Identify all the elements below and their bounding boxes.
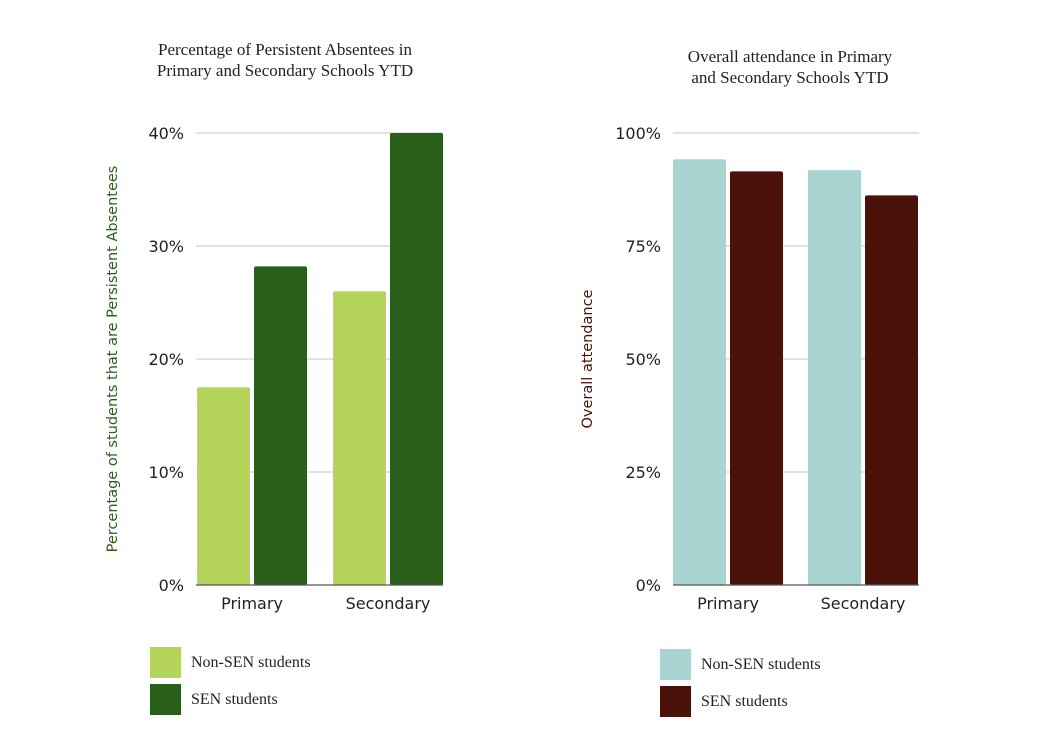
title-line: Primary and Secondary Schools YTD — [156, 61, 414, 80]
absentees-bar-chart: 0% 10% 20% 30% 40% Primary Secondary Percentage… — [105, 124, 443, 613]
y-tick-label: 0% — [159, 576, 184, 595]
legend-label: SEN students — [191, 690, 278, 708]
legend-label: Non-SEN students — [191, 653, 311, 671]
x-tick-label: Secondary — [821, 594, 906, 613]
legend-absentees: Non-SEN students SEN students — [150, 646, 311, 720]
legend-label: Non-SEN students — [701, 655, 821, 673]
attendance-bar-chart: 0% 25% 50% 75% 100% Primary Secondary Overall a… — [580, 124, 919, 613]
legend-swatch-non-sen — [150, 647, 181, 678]
x-tick-label: Secondary — [346, 594, 431, 613]
legend-item-sen: SEN students — [660, 685, 821, 718]
legend-swatch-sen — [660, 686, 691, 717]
bar-non-sen-primary — [197, 387, 250, 585]
legend-label: SEN students — [701, 692, 788, 710]
y-tick-label: 50% — [625, 350, 661, 369]
title-line: Percentage of Persistent Absentees in — [158, 40, 412, 59]
legend-item-non-sen: Non-SEN students — [150, 646, 311, 679]
y-tick-label: 30% — [148, 237, 184, 256]
bar-sen-secondary — [865, 195, 918, 585]
x-tick-label: Primary — [221, 594, 283, 613]
bar-non-sen-primary — [673, 159, 726, 585]
y-axis-label: Overall attendance — [580, 289, 596, 428]
legend-attendance: Non-SEN students SEN students — [660, 648, 821, 722]
y-tick-label: 0% — [636, 576, 661, 595]
y-tick-label: 25% — [625, 463, 661, 482]
y-tick-label: 75% — [625, 237, 661, 256]
bar-sen-primary — [730, 171, 783, 586]
legend-item-non-sen: Non-SEN students — [660, 648, 821, 681]
y-axis-label: Percentage of students that are Persiste… — [105, 166, 121, 553]
x-tick-label: Primary — [697, 594, 759, 613]
title-line: and Secondary Schools YTD — [691, 68, 889, 87]
y-tick-label: 20% — [148, 350, 184, 369]
bar-non-sen-secondary — [333, 291, 386, 585]
legend-swatch-sen — [150, 684, 181, 715]
legend-swatch-non-sen — [660, 649, 691, 680]
y-tick-label: 100% — [615, 124, 661, 143]
title-line: Overall attendance in Primary — [687, 47, 893, 66]
bar-non-sen-secondary — [808, 170, 861, 585]
y-tick-label: 10% — [148, 463, 184, 482]
chart-title-attendance: Overall attendance in Primary and Second… — [630, 46, 950, 88]
y-tick-label: 40% — [148, 124, 184, 143]
chart-title-absentees: Percentage of Persistent Absentees in Pr… — [110, 39, 460, 81]
bar-sen-primary — [254, 266, 307, 585]
legend-item-sen: SEN students — [150, 683, 311, 716]
bar-sen-secondary — [390, 133, 443, 585]
